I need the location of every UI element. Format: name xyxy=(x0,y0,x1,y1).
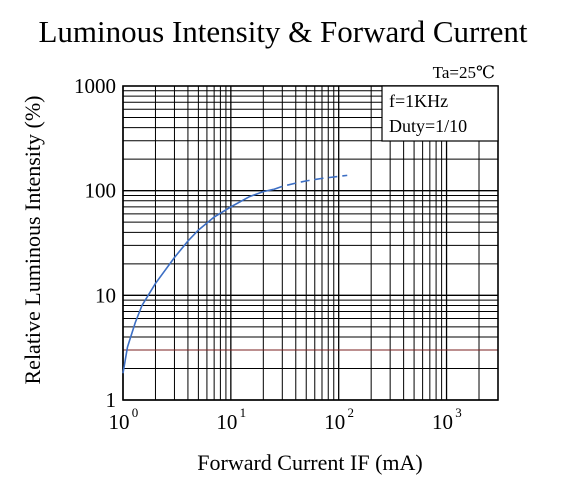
x-tick-label: 10 xyxy=(216,410,237,434)
y-tick-label: 10 xyxy=(95,283,116,307)
x-tick-exponent: 2 xyxy=(347,405,354,420)
x-tick-exponent: 0 xyxy=(132,405,139,420)
y-axis-label: Relative Luminous Intensity (%) xyxy=(20,96,45,385)
x-tick-labels: 10 0 10 1 10 2 10 3 xyxy=(109,405,462,434)
y-tick-label: 100 xyxy=(85,179,117,203)
plot-curve xyxy=(122,174,348,374)
series-line-solid xyxy=(122,188,274,374)
x-tick-label: 10 xyxy=(324,410,345,434)
y-tick-label: 1000 xyxy=(74,74,116,98)
plot-frame xyxy=(122,85,499,401)
chart-title: Luminous Intensity & Forward Current xyxy=(38,14,527,49)
annotation-duty: Duty=1/10 xyxy=(389,116,467,136)
annotation-temperature: Ta=25℃ xyxy=(433,63,495,82)
x-tick-exponent: 1 xyxy=(240,405,247,420)
series-line-dashed xyxy=(273,174,348,191)
plot-grid xyxy=(122,85,499,401)
annotation-box xyxy=(381,85,499,142)
y-tick-label: 1 xyxy=(106,388,117,412)
x-axis-label: Forward Current IF (mA) xyxy=(197,450,422,475)
x-tick-label: 10 xyxy=(432,410,453,434)
annotation-frequency: f=1KHz xyxy=(389,91,448,111)
x-tick-exponent: 3 xyxy=(455,405,462,420)
y-tick-labels: 1 10 100 1000 xyxy=(74,74,116,412)
x-tick-label: 10 xyxy=(109,410,130,434)
